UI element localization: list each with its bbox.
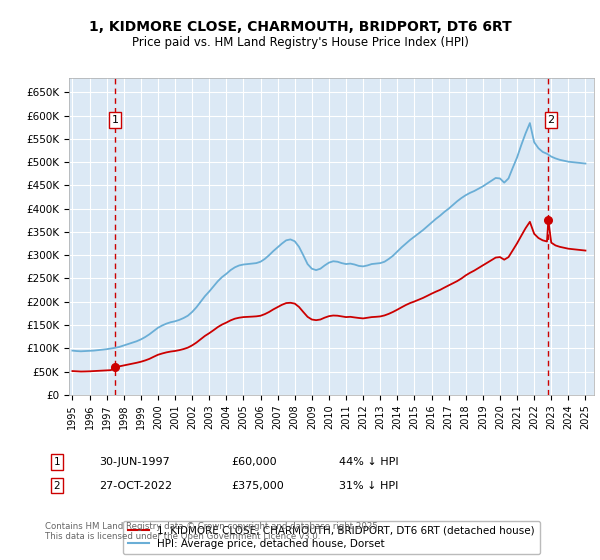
Text: 2: 2 — [53, 480, 61, 491]
Text: £60,000: £60,000 — [231, 457, 277, 467]
Text: 1: 1 — [53, 457, 61, 467]
Text: This data is licensed under the Open Government Licence v3.0.: This data is licensed under the Open Gov… — [45, 532, 320, 541]
Text: Contains HM Land Registry data © Crown copyright and database right 2025.: Contains HM Land Registry data © Crown c… — [45, 522, 380, 531]
Text: 30-JUN-1997: 30-JUN-1997 — [99, 457, 170, 467]
Legend: 1, KIDMORE CLOSE, CHARMOUTH, BRIDPORT, DT6 6RT (detached house), HPI: Average pr: 1, KIDMORE CLOSE, CHARMOUTH, BRIDPORT, D… — [123, 521, 540, 554]
Text: £375,000: £375,000 — [231, 480, 284, 491]
Text: 31% ↓ HPI: 31% ↓ HPI — [339, 480, 398, 491]
Text: 1, KIDMORE CLOSE, CHARMOUTH, BRIDPORT, DT6 6RT: 1, KIDMORE CLOSE, CHARMOUTH, BRIDPORT, D… — [89, 20, 511, 34]
Text: 44% ↓ HPI: 44% ↓ HPI — [339, 457, 398, 467]
Text: 1: 1 — [112, 115, 119, 125]
Text: 27-OCT-2022: 27-OCT-2022 — [99, 480, 172, 491]
Text: 2: 2 — [547, 115, 554, 125]
Text: Price paid vs. HM Land Registry's House Price Index (HPI): Price paid vs. HM Land Registry's House … — [131, 36, 469, 49]
